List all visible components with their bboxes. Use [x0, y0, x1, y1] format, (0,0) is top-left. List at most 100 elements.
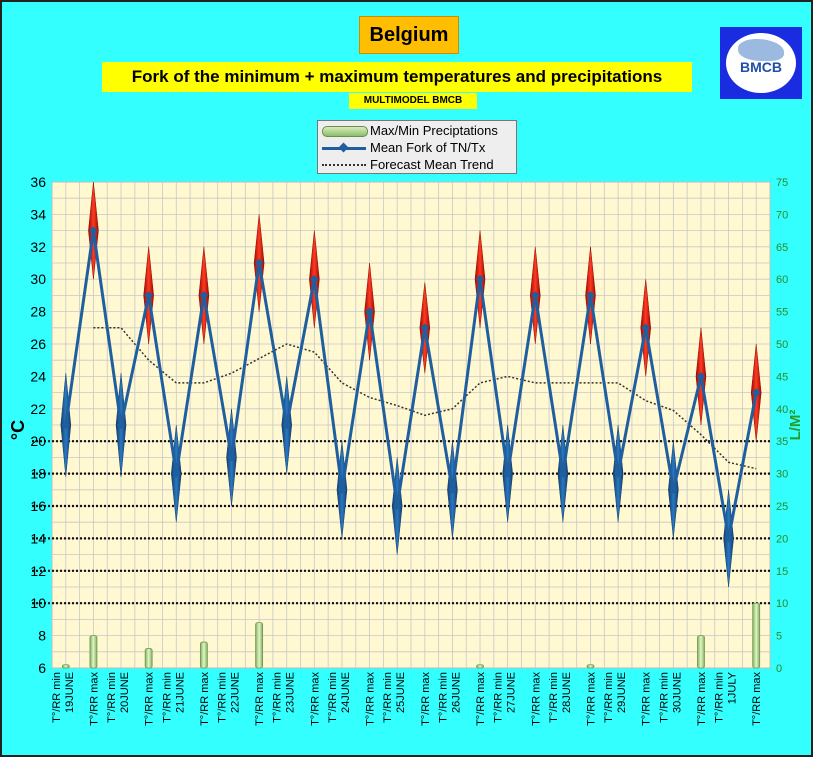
x-tick-label: T°/RR max — [475, 672, 487, 726]
mean-fork-point — [475, 274, 485, 284]
y-tick-label: 6 — [38, 660, 46, 676]
x-tick-label: 25JUNE — [395, 672, 407, 713]
y-tick-label: 14 — [30, 530, 46, 546]
y2-tick-label: 10 — [776, 598, 788, 610]
bmcb-logo: BMCB — [720, 27, 802, 99]
y2-tick-label: 70 — [776, 209, 788, 221]
legend-label: Mean Fork of TN/Tx — [370, 140, 486, 155]
x-tick-label: T°/RR min — [658, 672, 670, 723]
y2-axis-label: L/M² — [787, 410, 804, 441]
legend: Max/Min Preciptations Mean Fork of TN/Tx… — [317, 120, 517, 174]
x-tick-label: T°/RR max — [641, 672, 653, 726]
mean-fork-point — [420, 323, 430, 333]
y-tick-label: 12 — [30, 563, 46, 579]
precipitation-bar — [255, 622, 264, 669]
precipitation-bar — [697, 635, 705, 669]
x-tick-label: 24JUNE — [340, 672, 352, 713]
x-tick-label: T°/RR max — [365, 672, 377, 726]
y2-tick-label: 65 — [776, 242, 788, 254]
chart-title: Fork of the minimum + maximum temperatur… — [102, 62, 692, 92]
x-tick-label: 21JUNE — [174, 672, 186, 713]
y-tick-label: 8 — [38, 628, 46, 644]
mean-fork-point — [172, 469, 181, 478]
mean-fork-point — [751, 388, 761, 397]
precipitation-bar — [586, 664, 595, 669]
x-tick-label: 27JUNE — [506, 672, 518, 713]
x-tick-label: T°/RR min — [493, 672, 505, 723]
x-tick-label: T°/RR min — [106, 672, 118, 723]
y2-tick-label: 45 — [776, 371, 788, 383]
y2-tick-label: 25 — [776, 501, 788, 513]
y2-tick-label: 35 — [776, 436, 788, 448]
mean-fork-point — [586, 291, 595, 300]
mean-fork-point — [392, 501, 402, 511]
mean-fork-point — [641, 323, 650, 333]
forecast-trend-line — [93, 327, 757, 470]
y2-tick-label: 30 — [776, 469, 788, 481]
legend-label: Forecast Mean Trend — [370, 157, 494, 172]
y-tick-label: 32 — [30, 239, 46, 255]
x-tick-label: T°/RR max — [751, 672, 763, 726]
y-tick-label: 16 — [30, 498, 46, 514]
x-tick-label: T°/RR max — [586, 672, 598, 726]
x-tick-label: T°/RR max — [696, 672, 708, 726]
mean-fork-point — [503, 469, 512, 478]
y-tick-label: 36 — [30, 174, 46, 190]
logo-text: BMCB — [740, 59, 782, 75]
mean-fork-point — [227, 453, 236, 462]
y-tick-label: 24 — [30, 368, 46, 384]
mean-fork-point — [282, 420, 291, 430]
x-tick-label: T°/RR max — [144, 672, 156, 726]
x-tick-label: 22JUNE — [230, 672, 242, 713]
x-tick-label: T°/RR min — [603, 672, 615, 723]
x-tick-label: 19JUNE — [64, 672, 76, 713]
country-title: Belgium — [359, 16, 459, 54]
precipitation-bar — [61, 664, 70, 669]
mean-fork-point — [144, 291, 153, 300]
x-tick-label: 28JUNE — [561, 672, 573, 713]
x-tick-label: T°/RR max — [254, 672, 266, 726]
mean-fork-point — [337, 485, 347, 495]
x-tick-label: T°/RR min — [51, 672, 63, 723]
y2-tick-label: 50 — [776, 339, 788, 351]
x-tick-label: T°/RR min — [714, 672, 726, 723]
x-tick-label: T°/RR min — [548, 672, 560, 723]
y2-tick-label: 55 — [776, 307, 788, 319]
mean-fork-point — [696, 372, 706, 381]
precipitation-bar — [199, 641, 208, 669]
precipitation-bar — [752, 602, 761, 669]
y-tick-label: 30 — [30, 271, 46, 287]
legend-label: Max/Min Preciptations — [370, 123, 498, 138]
y2-tick-label: 15 — [776, 566, 788, 578]
y-tick-label: 26 — [30, 336, 46, 352]
x-tick-label: T°/RR min — [161, 672, 173, 723]
y-tick-label: 20 — [30, 433, 46, 449]
logo-badge: BMCB — [726, 33, 796, 93]
y-tick-label: 34 — [30, 206, 46, 222]
x-tick-label: T°/RR max — [309, 672, 321, 726]
mean-fork-point — [613, 469, 623, 478]
mean-fork-point — [365, 307, 374, 316]
mean-fork-line — [64, 230, 758, 539]
legend-item-trend: Forecast Mean Trend — [318, 156, 516, 173]
mean-fork-point — [61, 420, 71, 430]
y2-tick-label: 60 — [776, 274, 788, 286]
precipitation-bar — [476, 664, 484, 669]
mean-fork-point — [724, 534, 733, 543]
x-tick-label: T°/RR min — [217, 672, 229, 723]
x-tick-label: 1JULY — [727, 671, 739, 704]
y2-tick-label: 75 — [776, 177, 788, 189]
x-tick-label: T°/RR min — [327, 672, 339, 723]
x-tick-label: 26JUNE — [450, 672, 462, 713]
x-tick-label: T°/RR max — [420, 672, 432, 726]
mean-fork-point — [669, 485, 678, 495]
y2-tick-label: 5 — [776, 631, 782, 643]
belgium-map-icon — [738, 39, 784, 61]
x-tick-label: 29JUNE — [616, 672, 628, 713]
precipitation-bar — [144, 648, 153, 669]
x-tick-label: T°/RR min — [437, 672, 449, 723]
legend-item-mean-fork: Mean Fork of TN/Tx — [318, 139, 516, 156]
trend-dotted-line-icon — [322, 164, 366, 166]
x-tick-label: 23JUNE — [285, 672, 297, 713]
mean-fork-point — [531, 291, 540, 300]
